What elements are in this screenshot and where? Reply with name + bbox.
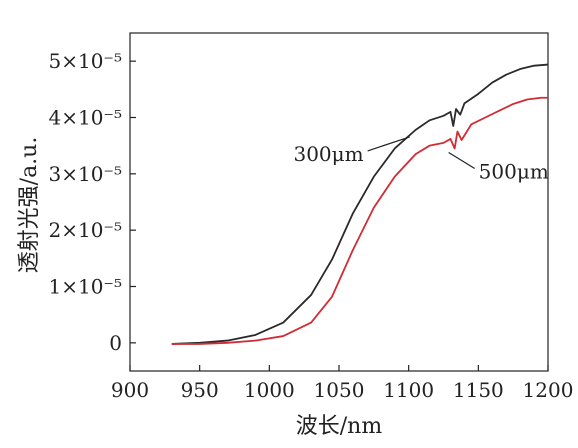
y-tick-label: 1×10⁻⁵: [48, 275, 122, 299]
annotation-leader-300um: [367, 136, 410, 152]
y-tick-label: 0: [109, 331, 122, 355]
x-tick-label: 1150: [453, 378, 504, 402]
annotation-500um: 500μm: [479, 159, 549, 183]
series-line-1: [171, 96, 548, 345]
x-tick-label: 1100: [383, 378, 434, 402]
y-axis-label: 透射光强/a.u.: [17, 137, 42, 274]
annotation-leader-500um: [448, 151, 475, 169]
x-tick-label: 1050: [314, 378, 365, 402]
plot-frame: [129, 32, 549, 372]
series-layer: [171, 63, 549, 345]
x-axis-label: 波长/nm: [296, 414, 383, 439]
x-axis-ticks: 900 950 1000 1050 1100 1150 1200: [111, 365, 574, 402]
x-tick-label: 900: [111, 378, 149, 402]
y-axis-ticks: 0 1×10⁻⁵ 2×10⁻⁵ 3×10⁻⁵ 4×10⁻⁵ 5×10⁻⁵: [48, 49, 136, 355]
series-line-0: [171, 63, 549, 345]
y-tick-label: 4×10⁻⁵: [48, 106, 122, 130]
annotation-300um: 300μm: [293, 142, 363, 166]
annotation-layer: 300μm 500μm: [293, 136, 549, 183]
y-tick-label: 5×10⁻⁵: [48, 49, 122, 73]
y-tick-label: 3×10⁻⁵: [48, 162, 122, 186]
x-tick-label: 1200: [523, 378, 574, 402]
x-tick-label: 950: [181, 378, 219, 402]
x-tick-label: 1000: [244, 378, 295, 402]
y-tick-label: 2×10⁻⁵: [48, 218, 122, 242]
